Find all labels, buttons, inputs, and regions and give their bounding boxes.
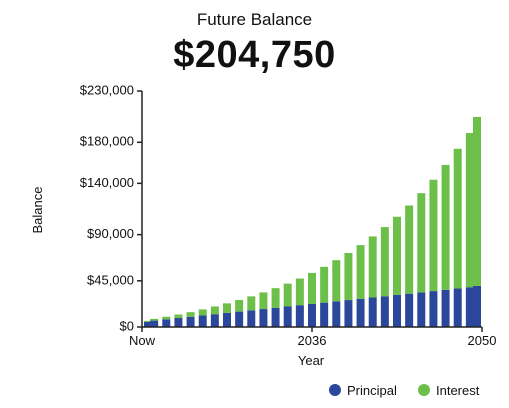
bar-principal[interactable] — [417, 292, 426, 327]
future-balance-amount: $204,750 — [173, 34, 336, 76]
bar-interest[interactable] — [308, 272, 316, 304]
bar-interest[interactable] — [247, 296, 256, 311]
interest-legend-swatch — [418, 384, 430, 396]
bar-principal[interactable] — [295, 305, 304, 327]
bar-principal[interactable] — [380, 296, 389, 327]
bar-principal[interactable] — [393, 294, 401, 327]
bar-principal[interactable] — [465, 287, 474, 327]
bar-interest[interactable] — [198, 309, 207, 316]
x-axis-label: Year — [298, 353, 325, 368]
bar-principal[interactable] — [271, 307, 280, 327]
bar-principal[interactable] — [259, 309, 268, 327]
bar-principal[interactable] — [210, 314, 219, 327]
bar-interest[interactable] — [405, 205, 414, 294]
y-tick-label: $45,000 — [87, 272, 134, 287]
legend-label-interest: Interest — [436, 382, 480, 398]
principal-legend-swatch — [329, 384, 341, 396]
bar-principal[interactable] — [144, 321, 152, 327]
bar-interest[interactable] — [344, 252, 353, 301]
legend-item-principal[interactable]: Principal — [329, 380, 397, 400]
bar-interest[interactable] — [356, 245, 365, 299]
bar-principal[interactable] — [235, 311, 244, 327]
bar-principal[interactable] — [473, 285, 481, 327]
bar-interest[interactable] — [150, 318, 159, 321]
bar-principal[interactable] — [247, 310, 256, 327]
bar-interest[interactable] — [453, 148, 462, 289]
chart-title: Future Balance — [196, 10, 313, 29]
bar-interest[interactable] — [162, 316, 171, 320]
bar-interest[interactable] — [259, 292, 268, 310]
y-tick-label: $90,000 — [87, 226, 134, 241]
x-tick-label: Now — [129, 333, 156, 348]
bar-principal[interactable] — [162, 319, 171, 327]
bar-principal[interactable] — [332, 301, 341, 327]
legend-label-principal: Principal — [347, 382, 397, 398]
bar-interest[interactable] — [473, 116, 481, 286]
bar-interest[interactable] — [320, 266, 329, 303]
x-axis-ticks: Now 2036 2050 — [129, 327, 496, 348]
bar-interest[interactable] — [223, 303, 231, 313]
x-tick-label: 2036 — [298, 333, 327, 348]
y-tick-label: $0 — [120, 318, 134, 333]
bar-principal[interactable] — [429, 291, 438, 327]
bar-interest[interactable] — [283, 283, 292, 307]
bar-interest[interactable] — [332, 260, 341, 302]
bar-interest[interactable] — [465, 133, 474, 288]
bar-principal[interactable] — [405, 293, 414, 327]
bar-interest[interactable] — [368, 236, 377, 298]
bar-principal[interactable] — [174, 318, 183, 327]
bar-principal[interactable] — [283, 306, 292, 327]
bar-principal[interactable] — [368, 297, 377, 328]
x-tick-label: 2050 — [468, 333, 497, 348]
y-tick-label: $230,000 — [80, 82, 134, 97]
bar-principal[interactable] — [150, 320, 159, 327]
bar-principal[interactable] — [441, 289, 450, 327]
bar-principal[interactable] — [308, 303, 316, 327]
legend-item-interest[interactable]: Interest — [418, 380, 479, 400]
bar-interest[interactable] — [295, 278, 304, 306]
chart-bars — [144, 116, 481, 328]
bar-interest[interactable] — [235, 300, 244, 312]
bar-interest[interactable] — [441, 164, 450, 290]
y-tick-label: $180,000 — [80, 134, 134, 149]
bar-principal[interactable] — [223, 312, 231, 327]
bar-interest[interactable] — [210, 306, 219, 315]
bar-principal[interactable] — [186, 316, 195, 327]
bar-interest[interactable] — [144, 320, 152, 322]
bar-principal[interactable] — [453, 288, 462, 327]
bar-principal[interactable] — [356, 298, 365, 327]
bar-interest[interactable] — [393, 216, 401, 295]
y-tick-label: $140,000 — [80, 175, 134, 190]
bar-interest[interactable] — [429, 179, 438, 292]
bar-interest[interactable] — [417, 193, 426, 293]
bar-principal[interactable] — [344, 300, 353, 327]
y-axis-label: Balance — [30, 187, 45, 234]
bar-interest[interactable] — [380, 227, 389, 297]
bar-principal[interactable] — [198, 315, 207, 327]
bar-interest[interactable] — [271, 288, 280, 308]
bar-interest[interactable] — [186, 312, 195, 317]
y-axis-ticks: $0 $45,000 $90,000 $140,000 $180,000 $230,000 — [80, 82, 142, 333]
bar-principal[interactable] — [320, 302, 329, 327]
bar-interest[interactable] — [174, 314, 183, 319]
